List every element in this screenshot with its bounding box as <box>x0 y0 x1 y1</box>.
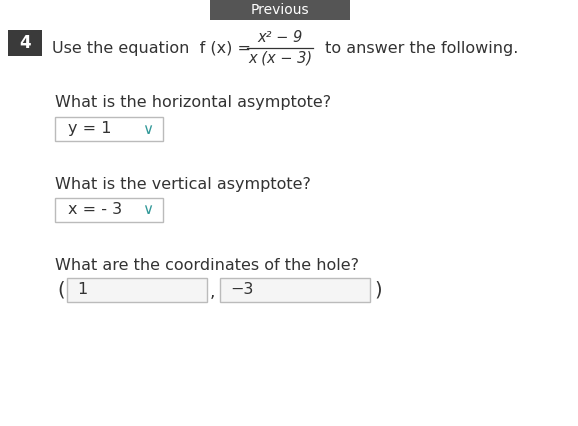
Text: (: ( <box>57 280 65 299</box>
Text: ): ) <box>374 280 381 299</box>
Text: Use the equation  f (x) =: Use the equation f (x) = <box>52 40 251 55</box>
Text: ,: , <box>209 283 214 301</box>
FancyBboxPatch shape <box>55 117 163 141</box>
FancyBboxPatch shape <box>8 30 42 56</box>
Text: ∨: ∨ <box>142 202 154 218</box>
Text: x = - 3: x = - 3 <box>68 202 122 218</box>
Text: ∨: ∨ <box>142 121 154 136</box>
Text: y = 1: y = 1 <box>68 121 112 136</box>
FancyBboxPatch shape <box>220 278 370 302</box>
FancyBboxPatch shape <box>67 278 207 302</box>
Text: 1: 1 <box>77 282 87 297</box>
Text: −3: −3 <box>230 282 253 297</box>
Text: x² − 9: x² − 9 <box>257 29 303 44</box>
Text: What is the vertical asymptote?: What is the vertical asymptote? <box>55 176 311 192</box>
Text: to answer the following.: to answer the following. <box>320 40 518 55</box>
Text: 4: 4 <box>19 34 31 52</box>
FancyBboxPatch shape <box>55 198 163 222</box>
Text: What is the horizontal asymptote?: What is the horizontal asymptote? <box>55 95 331 110</box>
Text: Previous: Previous <box>251 3 309 17</box>
Text: x (x − 3): x (x − 3) <box>248 51 312 66</box>
Text: What are the coordinates of the hole?: What are the coordinates of the hole? <box>55 257 359 273</box>
FancyBboxPatch shape <box>210 0 350 20</box>
